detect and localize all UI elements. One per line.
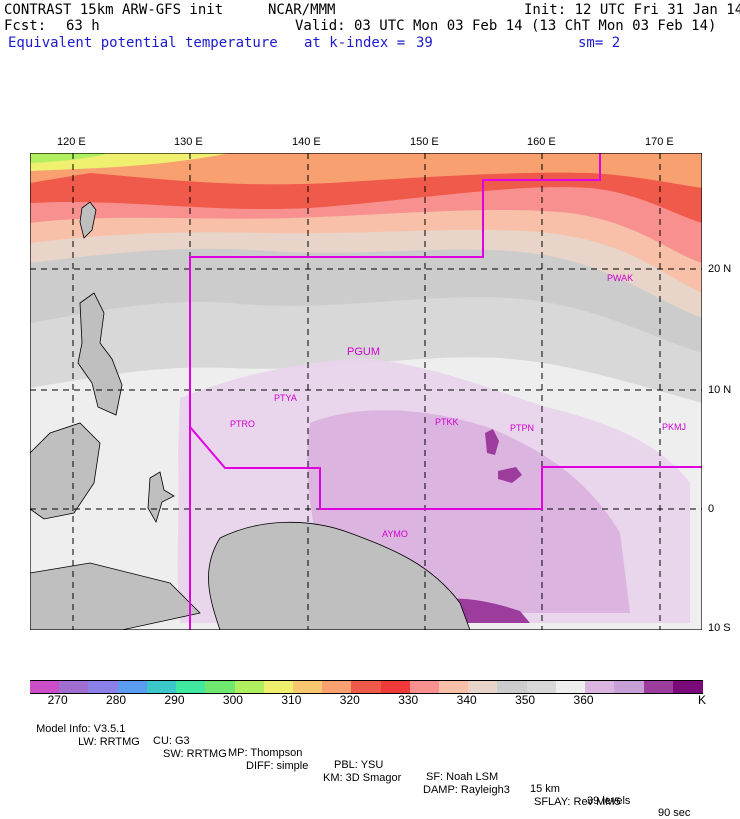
field-name: Equivalent potential temperature	[8, 35, 278, 51]
model-title: CONTRAST 15km ARW-GFS init	[4, 2, 224, 18]
colorbar-label: 350	[515, 693, 536, 707]
colorbar-swatch	[555, 680, 586, 694]
colorbar-swatch	[526, 680, 557, 694]
lon-tick: 130 E	[174, 136, 203, 148]
new-guinea	[208, 521, 471, 630]
info-item: LW: RRTMG	[78, 736, 140, 748]
colorbar-label: 310	[281, 693, 302, 707]
info-item: Model Info: V3.5.1	[36, 723, 126, 735]
info-item: SFLAY: Rev MM5	[534, 796, 621, 808]
info-item: 15 km	[530, 783, 560, 795]
info-item: SF: Noah LSM	[426, 771, 499, 783]
colorbar-swatch	[59, 680, 90, 694]
colorbar-swatch	[585, 680, 616, 694]
colorbar-swatch	[672, 680, 703, 694]
station-label: PTRO	[230, 419, 256, 429]
info-item: 90 sec	[658, 807, 691, 819]
philippines	[77, 292, 123, 416]
colorbar-label: 360	[573, 693, 594, 707]
colorbar-swatch	[234, 680, 265, 694]
colorbar-swatch	[30, 680, 60, 694]
colorbar-swatch	[614, 680, 645, 694]
colorbar-swatch	[643, 680, 674, 694]
colorbar-swatch	[468, 680, 499, 694]
graticule	[30, 153, 702, 630]
taiwan	[79, 201, 97, 239]
borneo	[30, 422, 101, 520]
fir-boundary	[189, 153, 702, 630]
colorbar-swatch	[205, 680, 236, 694]
station-label: PGUM	[347, 346, 380, 358]
colorbar-unit: K	[698, 693, 707, 707]
init-time: Init: 12 UTC Fri 31 Jan 14	[524, 2, 740, 18]
colorbar-swatch	[292, 680, 323, 694]
level-label: at k-index =	[304, 35, 406, 51]
info-item: PBL: YSU	[334, 759, 384, 771]
purple-dark-1	[485, 429, 499, 455]
lon-tick: 170 E	[645, 136, 674, 148]
forecast-value: 63 h	[66, 18, 100, 34]
colorbar-label: 340	[456, 693, 477, 707]
colorbar-swatch	[380, 680, 411, 694]
colorbar-label: 270	[47, 693, 68, 707]
station-label: PWAK	[607, 273, 634, 283]
colorbar-swatch	[146, 680, 177, 694]
colorbar-swatch	[263, 680, 294, 694]
colorbar-swatch	[88, 680, 119, 694]
smoothing-label: sm= 2	[578, 35, 621, 51]
colorbar-swatch	[322, 680, 353, 694]
info-item: DIFF: simple	[246, 760, 309, 772]
lon-tick: 150 E	[410, 136, 439, 148]
lat-tick: 10 N	[708, 384, 732, 396]
colorbar-label: 330	[398, 693, 419, 707]
colorbar-swatch	[117, 680, 148, 694]
java-area	[30, 562, 201, 630]
colorbar-label: 290	[164, 693, 185, 707]
station-label: PTKK	[435, 417, 459, 427]
level-value: 39	[416, 35, 433, 51]
lon-tick: 120 E	[57, 136, 86, 148]
lon-tick: 160 E	[527, 136, 556, 148]
colorbar-swatch	[409, 680, 440, 694]
info-item: SW: RRTMG	[163, 748, 227, 760]
colorbar-label: 300	[222, 693, 243, 707]
colorbar-swatch	[176, 680, 207, 694]
band-320	[30, 153, 702, 188]
theta-e-map	[30, 153, 702, 630]
colorbar-swatch	[497, 680, 528, 694]
band-310	[30, 153, 110, 163]
info-item: MP: Thompson	[228, 747, 303, 759]
colorbar-label: 320	[339, 693, 360, 707]
lat-tick: 20 N	[708, 263, 732, 275]
station-label: PTYA	[274, 393, 297, 403]
valid-time: Valid: 03 UTC Mon 03 Feb 14 (13 ChT Mon …	[295, 18, 717, 34]
lon-tick: 140 E	[292, 136, 321, 148]
colorbar-swatch	[439, 680, 470, 694]
info-item: DAMP: Rayleigh3	[423, 784, 510, 796]
station-label: PKMJ	[662, 422, 687, 432]
lat-tick: 0	[708, 503, 715, 515]
station-label: PTPN	[510, 423, 535, 433]
lat-tick: 10 S	[708, 622, 731, 634]
purple-dark-2	[498, 467, 522, 483]
forecast-label: Fcst:	[4, 18, 47, 34]
org-label: NCAR/MMM	[268, 2, 336, 18]
colorbar-label: 280	[106, 693, 127, 707]
info-item: KM: 3D Smagor	[323, 772, 402, 784]
station-label: AYMO	[382, 529, 408, 539]
colorbar-swatch	[351, 680, 382, 694]
info-item: CU: G3	[153, 735, 190, 747]
model-info-line2: LW: RRTMG SW: RRTMG DIFF: simple KM: 3D …	[72, 724, 620, 808]
